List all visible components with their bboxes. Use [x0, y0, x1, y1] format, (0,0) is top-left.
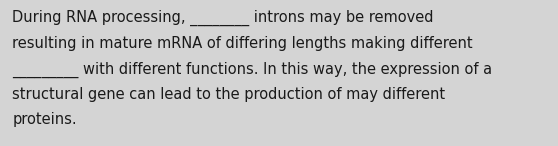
Text: _________ with different functions. In this way, the expression of a: _________ with different functions. In t… — [12, 61, 492, 78]
Text: proteins.: proteins. — [12, 112, 77, 127]
Text: resulting in mature mRNA of differing lengths making different: resulting in mature mRNA of differing le… — [12, 36, 473, 51]
Text: During RNA processing, ________ introns may be removed: During RNA processing, ________ introns … — [12, 10, 434, 26]
Text: structural gene can lead to the production of may different: structural gene can lead to the producti… — [12, 87, 445, 102]
